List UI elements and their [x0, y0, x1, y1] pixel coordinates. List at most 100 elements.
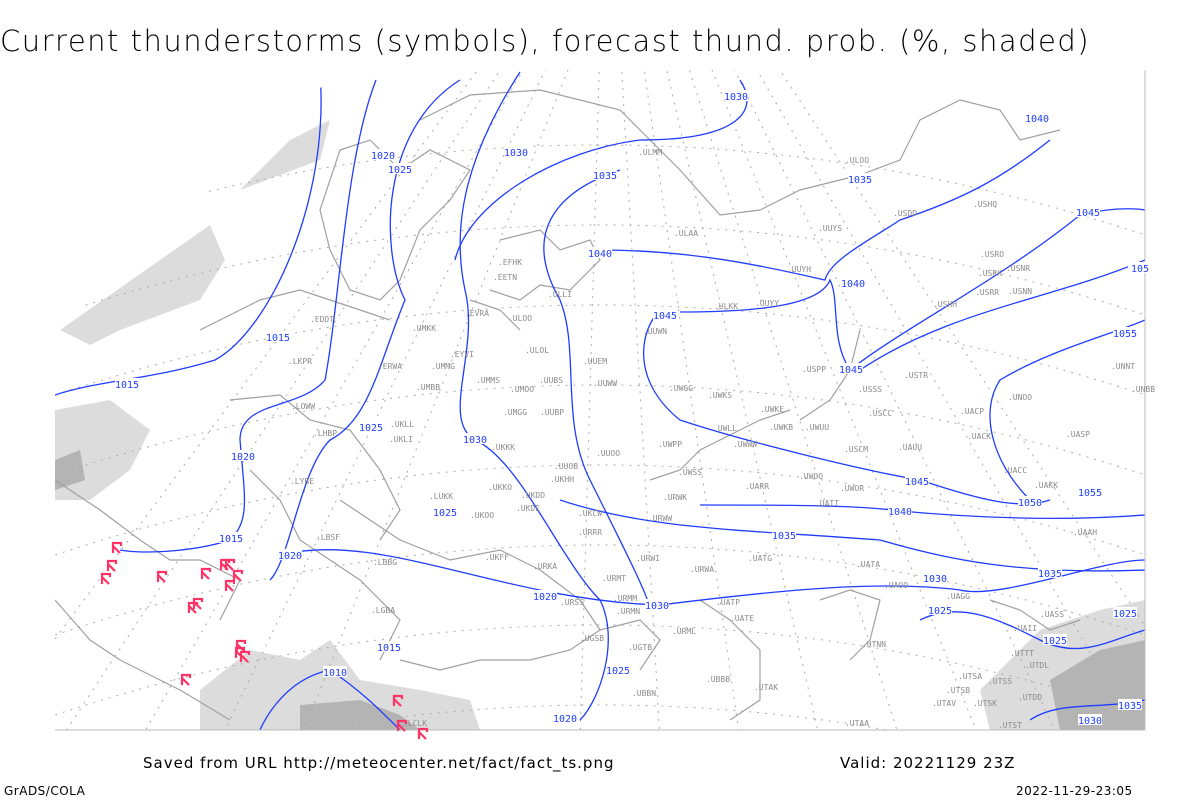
- isobar-label-bg: [588, 247, 612, 258]
- isobar-line: [459, 71, 609, 721]
- parallel-line: [55, 624, 1145, 721]
- isobar-label-bg: [1078, 486, 1102, 497]
- isobar-label-bg: [504, 146, 528, 157]
- isobar-line: [279, 548, 1145, 606]
- station-label: .UKLL: [390, 420, 414, 429]
- thunderstorm-symbol: [417, 727, 429, 740]
- isobar-label: 1010: [323, 668, 347, 679]
- station-label: .UKKK: [491, 443, 515, 452]
- station-label: .EYVI: [450, 350, 474, 359]
- station-label: .UUYH: [787, 265, 811, 274]
- station-label: .UMMS: [476, 376, 500, 385]
- station-label: .UUBP: [540, 408, 564, 417]
- isobar-label: 1040: [888, 507, 912, 518]
- station-label: .UASP: [1066, 430, 1090, 439]
- isobar-label: 1015: [219, 534, 243, 545]
- station-label: .UWOR: [840, 484, 864, 493]
- thunderstorm-symbol: [224, 558, 236, 571]
- station-label: .UUOO: [596, 449, 620, 458]
- coastline: [799, 329, 861, 421]
- station-label: .UMMG: [431, 362, 455, 371]
- isobar-label-bg: [371, 149, 395, 160]
- station-label: .UATT: [815, 499, 839, 508]
- probability-area: [55, 450, 85, 490]
- station-label: .UTTT: [1010, 649, 1034, 658]
- isobar-label: 1025: [388, 165, 412, 176]
- meridian-line: [639, 70, 741, 730]
- probability-area: [240, 120, 330, 190]
- station-label: .UKOO: [470, 511, 494, 520]
- station-label: .UTSB: [946, 686, 970, 695]
- station-label: .UASS: [1040, 610, 1064, 619]
- isobar-label: 1045: [839, 365, 863, 376]
- probability-area: [300, 700, 420, 730]
- coastline: [699, 599, 761, 721]
- thunderstorm-symbol: [180, 673, 192, 686]
- station-label: .URWW: [648, 514, 672, 523]
- valid-time: Valid: 20221129 23Z: [840, 754, 1016, 772]
- isobar-label-bg: [1128, 262, 1152, 273]
- station-label: .UTSS: [988, 677, 1012, 686]
- isobar-label-bg: [553, 712, 577, 723]
- isobar-label: 1020: [553, 714, 577, 725]
- station-label: .UKFF: [485, 553, 509, 562]
- isobar-line: [643, 309, 1051, 505]
- station-label: .UATG: [748, 554, 772, 563]
- coastline: [599, 619, 661, 671]
- isobar-label-bg: [219, 532, 243, 543]
- station-label: .EFHK: [498, 258, 522, 267]
- isobar-label-bg: [1025, 112, 1049, 123]
- isobar-label-bg: [839, 363, 863, 374]
- isobar-label-bg: [1113, 607, 1137, 618]
- isobar-label-bg: [231, 450, 255, 461]
- isobar-label-bg: [1018, 496, 1042, 507]
- isobar-line: [55, 71, 322, 396]
- station-label: .UARR: [745, 482, 769, 491]
- station-label: .UAOO: [884, 581, 908, 590]
- station-label: .EETN: [493, 273, 517, 282]
- isobar-label-bg: [724, 90, 748, 101]
- station-label: .USRO: [980, 250, 1004, 259]
- isobar-label: 1030: [504, 148, 528, 159]
- station-label: .UBBN: [632, 689, 656, 698]
- station-label: .UNBB: [1131, 385, 1155, 394]
- station-label: .UAII: [1013, 624, 1037, 633]
- isobar-line: [859, 259, 1145, 371]
- station-label: .UTST: [998, 721, 1022, 730]
- isobar-label: 1025: [606, 666, 630, 677]
- isobar-label: 1030: [923, 574, 947, 585]
- isobar-label: 1020: [278, 551, 302, 562]
- station-label: .UTSA: [958, 672, 982, 681]
- station-label: .UKDD: [521, 491, 545, 500]
- station-label: .URWI: [636, 554, 660, 563]
- probability-area: [200, 640, 480, 730]
- isobar-label-bg: [1078, 714, 1102, 725]
- station-label: .UTAA: [845, 719, 869, 728]
- station-label: .UKCW: [578, 509, 602, 518]
- station-label: .UAAH: [1073, 528, 1097, 537]
- station-label: .UAKK: [1034, 481, 1058, 490]
- isobar-label-bg: [772, 529, 796, 540]
- coastlines-borders: [55, 89, 1081, 721]
- parallel-line: [55, 384, 1145, 481]
- station-label: .ULAA: [674, 229, 698, 238]
- isobar-label: 1035: [1038, 569, 1062, 580]
- station-label: .UTDL: [1025, 661, 1049, 670]
- saved-from-url: Saved from URL http://meteocenter.net/fa…: [143, 754, 615, 772]
- coastline: [229, 394, 401, 541]
- parallel-line: [55, 224, 1145, 321]
- coastline: [249, 469, 401, 661]
- station-label: .LCLK: [403, 719, 427, 728]
- station-label: .ULOO: [845, 156, 869, 165]
- thunderstorm-symbol: [106, 559, 118, 572]
- isobar-label: 1025: [359, 423, 383, 434]
- station-label: .USPP: [802, 365, 826, 374]
- isobar-line: [989, 319, 1145, 501]
- station-label: .UUYS: [818, 224, 842, 233]
- meridian-line: [139, 70, 541, 730]
- station-label: .UWKE: [760, 405, 784, 414]
- isobar-label: 1015: [377, 643, 401, 654]
- parallel-line: [55, 464, 1145, 561]
- station-label: .UMKK: [412, 324, 436, 333]
